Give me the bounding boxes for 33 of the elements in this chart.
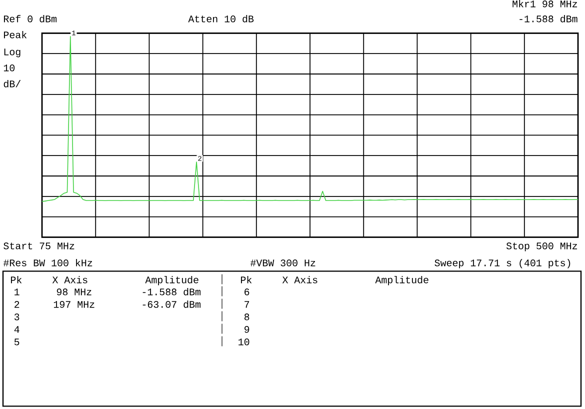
text: Stop 500 MHz (506, 242, 578, 252)
text: 8 (244, 313, 250, 320)
text: Mkr1 98 MHz (512, 0, 578, 8)
text: 10 (238, 338, 250, 346)
text: 2 (14, 300, 20, 308)
text: 3 (14, 313, 20, 320)
text: 98 MHz (56, 288, 92, 296)
text: -1.588 dBm (520, 14, 578, 22)
text: Pk (240, 276, 252, 284)
text: 10 (4, 64, 15, 72)
text: X Axis (282, 276, 318, 284)
text: -1.588 dBm (142, 288, 200, 296)
text: #Res BW 100 kHz (3, 258, 92, 266)
text: dB/ (4, 80, 21, 88)
text: Amplitude (375, 276, 428, 286)
text: 197 MHz (54, 300, 94, 308)
text: 1 (14, 288, 20, 296)
text: Sweep 17.71 s (401 pts) (434, 258, 570, 268)
text: Log (4, 48, 20, 58)
text: 6 (244, 288, 250, 296)
text: Peak (4, 30, 27, 38)
text: -63.07 dBm (142, 300, 200, 308)
text: #VBW 300 Hz (250, 259, 316, 266)
text: Ref 0 dBm (4, 14, 56, 22)
text: 9 (244, 326, 250, 333)
text: Start 75 MHz (4, 242, 74, 250)
text: 7 (244, 301, 250, 308)
text: Pk (10, 276, 22, 284)
text: Amplitude (145, 276, 198, 286)
text: X Axis (52, 276, 88, 284)
text: 5 (14, 338, 20, 346)
text: 4 (14, 326, 20, 333)
text: Atten 10 dB (188, 14, 254, 22)
